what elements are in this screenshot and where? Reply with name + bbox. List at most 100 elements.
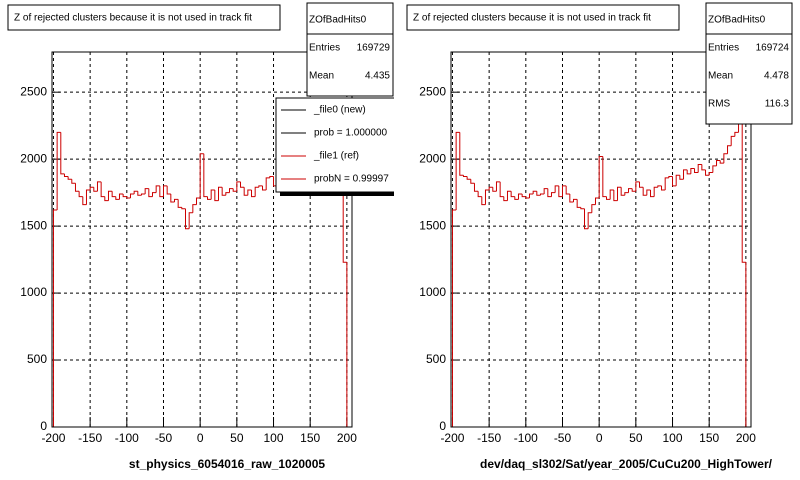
x-tick-label: -100 — [514, 431, 538, 445]
histogram-bin — [60, 132, 65, 175]
y-tick-label: 1000 — [20, 285, 47, 299]
histogram-bin — [63, 173, 69, 178]
histogram-bin — [624, 192, 629, 196]
histogram-bin — [144, 188, 149, 194]
stats-label: Entries — [309, 43, 340, 54]
histogram-bin — [572, 198, 578, 202]
histogram-bin — [617, 186, 622, 201]
histogram-bin — [254, 186, 259, 197]
y-tick-label: 2000 — [419, 151, 446, 165]
chart-title: Z of rejected clusters because it is not… — [413, 13, 651, 24]
y-tick-label: 1500 — [20, 218, 47, 232]
x-tick-label: 200 — [736, 431, 756, 445]
histogram-bin — [221, 187, 226, 196]
histogram-bin — [140, 193, 146, 196]
histogram-bin — [477, 191, 482, 198]
histogram-bin — [639, 181, 644, 188]
histogram-bin — [129, 193, 135, 198]
histogram-bin — [262, 185, 267, 191]
histogram-bin — [473, 183, 479, 192]
title-box — [7, 4, 281, 31]
histogram-bin — [258, 185, 263, 188]
x-tick-label: -50 — [155, 431, 173, 445]
histogram-bin — [111, 191, 116, 198]
histogram-bin — [181, 207, 186, 210]
histogram-bin — [451, 209, 457, 427]
histogram-bin — [539, 193, 545, 196]
histogram-bin — [628, 188, 633, 193]
histogram-bin — [470, 179, 475, 184]
stats-value: 116.3 — [765, 99, 790, 110]
y-tick-label: 500 — [27, 352, 47, 366]
x-tick-label: -150 — [477, 431, 501, 445]
x-tick-label: -200 — [440, 431, 464, 445]
x-tick-label: 0 — [197, 431, 204, 445]
histogram-bin — [488, 186, 493, 190]
x-tick-label: 50 — [230, 431, 244, 445]
x-tick-label: -150 — [78, 431, 102, 445]
x-tick-label: -50 — [554, 431, 572, 445]
chart-title: Z of rejected clusters because it is not… — [14, 13, 252, 24]
histogram-bin — [679, 175, 684, 180]
histogram-bin — [606, 196, 611, 200]
y-tick-label: 500 — [426, 352, 446, 366]
histogram-bin — [536, 191, 541, 196]
histogram-bin — [459, 132, 464, 176]
histogram-bin — [133, 190, 138, 194]
pad: 0 500 1000 1500 2000 2500 -200 -150 -100 -50 0 50 10… — [406, 2, 793, 471]
histogram-bin — [240, 181, 245, 188]
stats-label: Entries — [708, 43, 739, 54]
histogram-bin — [668, 176, 673, 178]
histogram-bin — [727, 145, 732, 154]
histogram-bin — [690, 168, 695, 174]
x-tick-label: 150 — [699, 431, 719, 445]
y-tick-label: 0 — [40, 419, 47, 433]
histogram-bin — [642, 187, 647, 196]
histogram-bin — [188, 212, 193, 229]
histogram-bin — [122, 193, 127, 198]
histogram-bin — [712, 165, 717, 173]
axes-frame — [51, 51, 353, 428]
histogram-bin — [93, 187, 98, 192]
histogram-bin — [78, 191, 83, 198]
histogram-bin — [661, 185, 666, 191]
legend-label: prob = 1.000000 — [314, 128, 388, 139]
histogram-bin — [583, 208, 589, 230]
histogram-bin — [251, 189, 256, 198]
histogram-bin — [225, 192, 230, 196]
histogram-bin — [173, 198, 179, 202]
histogram-bin — [672, 176, 677, 187]
stats-name: ZOfBadHits0 — [708, 15, 766, 26]
stats-label: RMS — [708, 99, 731, 110]
axes-frame — [450, 51, 752, 428]
histogram-bin — [657, 185, 662, 188]
histogram-bin — [56, 131, 61, 211]
x-tick-label: -200 — [41, 431, 65, 445]
histogram-bin — [115, 196, 120, 200]
y-tick-label: 2000 — [20, 151, 47, 165]
histogram-bin — [100, 181, 105, 198]
histogram-bin — [207, 196, 212, 200]
histogram-bin — [67, 176, 72, 180]
x-axis-title: st_physics_6054016_raw_1020005 — [129, 457, 325, 471]
x-axis-title: dev/daq_sl302/Sat/year_2005/CuCu200_High… — [480, 457, 773, 471]
histogram-bin — [550, 192, 556, 197]
histogram-bin — [683, 169, 688, 180]
histogram-bin — [580, 207, 585, 210]
histogram-bin — [85, 189, 91, 205]
histogram-bin — [151, 192, 157, 197]
histogram-bin — [499, 181, 504, 198]
stats-label: Mean — [708, 71, 733, 82]
histogram-bin — [532, 190, 537, 194]
histogram-bin — [620, 187, 625, 196]
histogram-bin — [694, 168, 699, 174]
histogram-bin — [199, 153, 204, 198]
title-box — [406, 4, 680, 31]
histogram-bin — [495, 181, 501, 192]
histogram-bin — [741, 106, 746, 263]
histogram-bin — [609, 189, 614, 200]
histogram-bin — [646, 189, 651, 196]
histogram-bin — [455, 131, 460, 211]
histogram-bin — [126, 196, 131, 199]
